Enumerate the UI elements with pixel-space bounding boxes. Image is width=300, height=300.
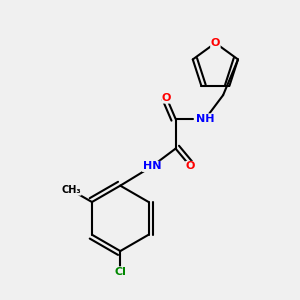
Text: O: O	[162, 93, 171, 103]
Text: HN: HN	[142, 161, 161, 171]
Text: O: O	[211, 38, 220, 48]
Text: NH: NH	[196, 114, 214, 124]
Text: O: O	[186, 161, 195, 171]
Text: Cl: Cl	[114, 267, 126, 277]
Text: CH₃: CH₃	[61, 185, 81, 195]
